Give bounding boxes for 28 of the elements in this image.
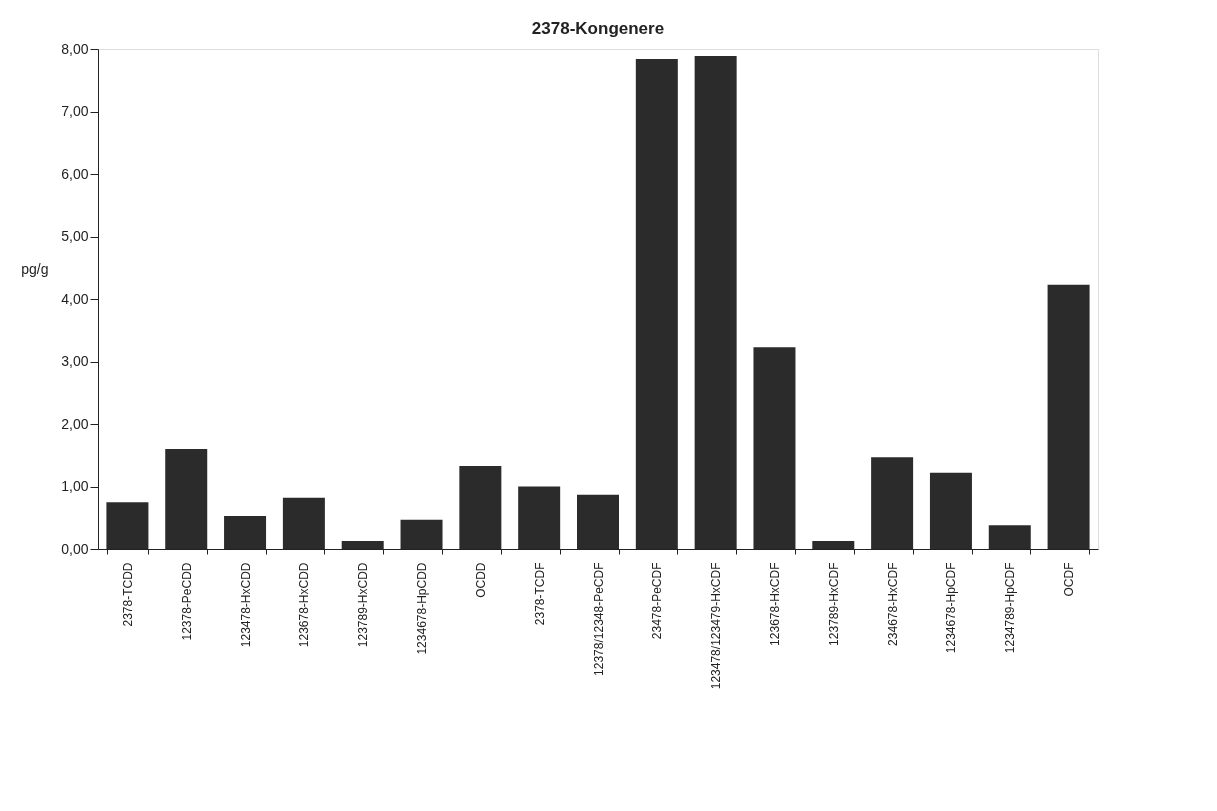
x-tick-label: 1234789-HpCDF <box>1003 562 1018 654</box>
x-tick-label: OCDF <box>1062 562 1077 597</box>
x-tick-label: 123789-HxCDD <box>356 562 371 648</box>
y-tick-label: 2,00 <box>61 415 89 432</box>
y-tick-label: 4,00 <box>61 290 89 307</box>
x-tick-label: 123478/123479-HxCDF <box>709 562 724 690</box>
x-tick-label: 12378-PeCDD <box>179 562 194 641</box>
chart-title: 2378-Kongenere <box>531 19 665 38</box>
x-tick-label: 23478-PeCDF <box>650 562 665 640</box>
x-tick-label: 123678-HxCDF <box>767 562 782 646</box>
y-tick-label: 6,00 <box>61 165 89 182</box>
x-tick-label: 2378-TCDD <box>120 562 135 627</box>
y-axis-title: pg/g <box>21 260 49 277</box>
x-tick-label: OCDD <box>473 562 488 598</box>
x-tick-label: 234678-HxCDF <box>885 562 900 646</box>
y-tick-label: 1,00 <box>61 478 89 494</box>
x-tick-label: 123478-HxCDD <box>238 562 253 648</box>
y-tick-label: 0,00 <box>61 540 89 557</box>
y-tick-label: 5,00 <box>61 228 89 244</box>
x-tick-label: 1234678-HpCDD <box>415 562 430 655</box>
x-tick-label: 2378-TCDF <box>532 562 547 626</box>
x-tick-label: 12378/12348-PeCDF <box>591 562 606 676</box>
x-tick-label: 123789-HxCDF <box>826 562 841 646</box>
y-tick-label: 7,00 <box>61 103 89 119</box>
y-tick-label: 3,00 <box>61 353 89 369</box>
x-tick-label: 123678-HxCDD <box>297 562 312 648</box>
y-tick-label: 8,00 <box>61 40 89 57</box>
x-tick-label: 1234678-HpCDF <box>944 562 959 654</box>
